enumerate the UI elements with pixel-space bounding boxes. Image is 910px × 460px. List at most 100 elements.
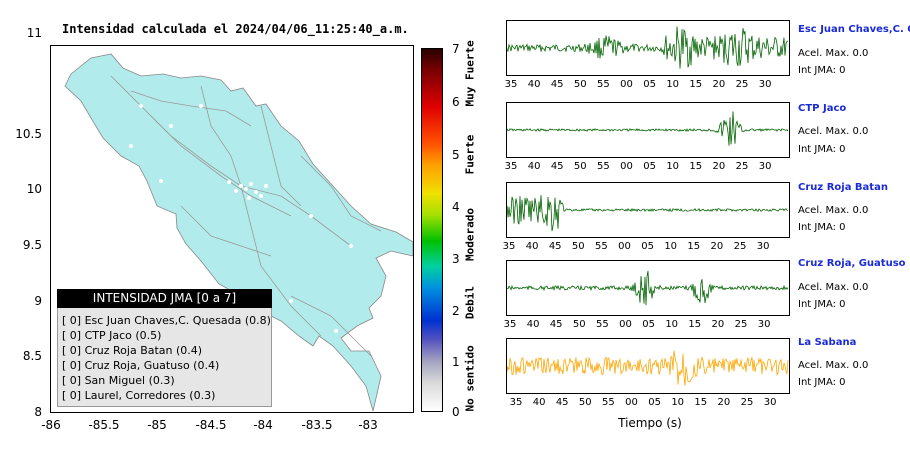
- map-x-tick: -84: [253, 418, 273, 432]
- colorbar-tick: 3: [452, 252, 460, 266]
- legend-row: [ 0] Esc Juan Chaves,C. Quesada (0.8): [62, 314, 271, 327]
- time-tick: 05: [648, 397, 661, 408]
- time-tick: 50: [573, 79, 587, 90]
- time-tick: 10: [664, 241, 678, 252]
- time-tick: 50: [573, 161, 587, 172]
- time-tick: 25: [740, 397, 754, 408]
- time-tick: 15: [694, 397, 708, 408]
- waveform-trace: [506, 26, 789, 69]
- colorbar-tick: 5: [452, 148, 460, 162]
- time-tick: 35: [504, 161, 518, 172]
- time-tick: 05: [641, 241, 654, 252]
- time-tick: 50: [578, 397, 592, 408]
- time-tick: 35: [504, 79, 518, 90]
- costa-rica-map: [64, 53, 413, 412]
- time-tick: 25: [733, 241, 747, 252]
- station-name: CTP Jaco: [798, 103, 847, 114]
- time-tick: 55: [597, 79, 610, 90]
- station-name: Esc Juan Chaves,C. Qu: [798, 24, 910, 35]
- colorbar-label-no-sentido: No sentido: [463, 345, 477, 412]
- waveform-panel[interactable]: [506, 338, 790, 394]
- time-tick: 15: [689, 161, 703, 172]
- colorbar-label-moderado: Moderado: [463, 208, 477, 261]
- map-y-tick: 11: [26, 26, 42, 40]
- legend-row: [ 0] San Miguel (0.3): [62, 374, 175, 387]
- colorbar-label-muy-fuerte: Muy Fuerte: [463, 40, 477, 107]
- time-tick: 35: [509, 397, 523, 408]
- time-tick: 20: [712, 79, 726, 90]
- time-tick: 20: [711, 319, 725, 330]
- waveform-trace: [506, 350, 789, 386]
- time-tick: 10: [665, 319, 679, 330]
- colorbar-tick: 7: [452, 42, 460, 56]
- map-y-tick: 9: [34, 294, 42, 308]
- time-tick: 05: [642, 319, 655, 330]
- time-tick: 40: [525, 241, 539, 252]
- land-shape: [64, 53, 413, 412]
- waveform-panel[interactable]: [506, 260, 790, 316]
- map-x-tick: -83.5: [301, 418, 333, 432]
- station-acel: Acel. Max. 0.0: [798, 126, 869, 137]
- colorbar-tick: 2: [452, 304, 460, 318]
- time-tick: 40: [526, 319, 540, 330]
- time-tick: 30: [763, 397, 777, 408]
- time-tick: 55: [596, 319, 609, 330]
- waveform-trace: [506, 270, 789, 306]
- station-int: Int JMA: 0: [798, 222, 846, 233]
- map-y-tick: 10: [26, 182, 42, 196]
- time-tick: 30: [758, 161, 772, 172]
- map-title: Intensidad calculada el 2024/04/06_11:25…: [62, 22, 409, 36]
- waveform-panel[interactable]: [506, 182, 790, 238]
- waveform-panel[interactable]: [506, 102, 790, 158]
- map-x-tick: -83: [358, 418, 378, 432]
- station-int: Int JMA: 0: [798, 377, 846, 388]
- colorbar-label-fuerte: Fuerte: [463, 134, 477, 175]
- station-name: Cruz Roja Batan: [798, 182, 888, 193]
- time-tick: 05: [643, 79, 656, 90]
- map-x-tick: -84.5: [195, 418, 227, 432]
- time-tick: 00: [625, 397, 638, 408]
- time-tick: 00: [620, 79, 633, 90]
- time-tick: 55: [597, 161, 610, 172]
- legend-row: [ 0] Cruz Roja, Guatuso (0.4): [62, 359, 220, 372]
- intensity-legend: [57, 289, 272, 407]
- legend-row: [ 0] CTP Jaco (0.5): [62, 329, 162, 342]
- station-acel: Acel. Max. 0.0: [798, 48, 869, 59]
- time-tick: 00: [619, 319, 632, 330]
- waveform-panel[interactable]: [506, 20, 790, 76]
- station-name: La Sabana: [798, 337, 857, 348]
- time-tick: 45: [549, 319, 563, 330]
- station-int: Int JMA: 0: [798, 65, 846, 76]
- station-dots: [129, 104, 353, 333]
- time-tick: 40: [527, 79, 541, 90]
- station-int: Int JMA: 0: [798, 299, 846, 310]
- map-x-tick: -85.5: [88, 418, 120, 432]
- time-tick: 10: [666, 79, 680, 90]
- time-tick: 35: [502, 241, 516, 252]
- time-axis-label: Tiempo (s): [618, 416, 682, 430]
- colorbar-label-debil: Debil: [463, 285, 477, 320]
- legend-row: [ 0] Laurel, Corredores (0.3): [62, 389, 216, 402]
- time-tick: 30: [757, 319, 771, 330]
- time-tick: 15: [689, 79, 703, 90]
- time-tick: 15: [687, 241, 701, 252]
- time-tick: 55: [602, 397, 615, 408]
- map-y-tick: 8.5: [22, 349, 42, 363]
- time-tick: 40: [527, 161, 541, 172]
- waveform-trace: [506, 195, 789, 232]
- time-tick: 55: [595, 241, 608, 252]
- time-tick: 10: [666, 161, 680, 172]
- waveform-line: [506, 195, 789, 232]
- time-tick: 25: [734, 319, 748, 330]
- map-x-tick: -86: [41, 418, 61, 432]
- station-name: Cruz Roja, Guatuso: [798, 258, 906, 269]
- time-tick: 30: [756, 241, 770, 252]
- time-tick: 50: [572, 319, 586, 330]
- time-tick: 45: [555, 397, 569, 408]
- station-acel: Acel. Max. 0.0: [798, 282, 869, 293]
- time-tick: 20: [712, 161, 726, 172]
- legend-header: INTENSIDAD JMA [0 a 7]: [57, 289, 272, 308]
- colorbar-tick: 1: [452, 355, 460, 369]
- waveform-line: [506, 350, 789, 386]
- time-tick: 20: [710, 241, 724, 252]
